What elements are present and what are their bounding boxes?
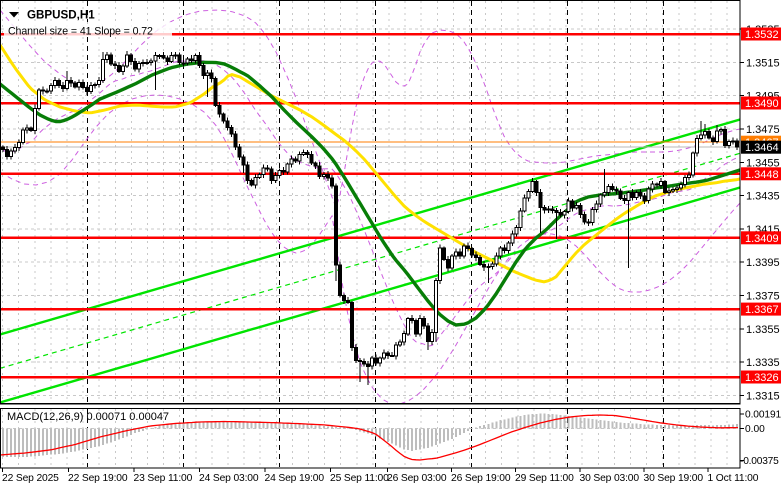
svg-text:1.3448: 1.3448 (745, 169, 779, 181)
svg-text:Channel size = 41 Slope = 0.72: Channel size = 41 Slope = 0.72 (8, 26, 153, 38)
svg-text:26 Sep 03:00: 26 Sep 03:00 (387, 473, 447, 484)
svg-text:23 Sep 11:00: 23 Sep 11:00 (134, 473, 193, 484)
svg-text:1.3409: 1.3409 (745, 233, 779, 245)
svg-text:GBPUSD,H1: GBPUSD,H1 (27, 9, 95, 22)
svg-text:1.3326: 1.3326 (745, 372, 779, 384)
svg-text:1.3375: 1.3375 (746, 291, 780, 303)
svg-text:1.3455: 1.3455 (746, 157, 780, 169)
svg-text:29 Sep 11:00: 29 Sep 11:00 (515, 473, 574, 484)
svg-text:22 Sep 19:00: 22 Sep 19:00 (68, 473, 128, 484)
svg-text:22 Sep 2025: 22 Sep 2025 (2, 473, 59, 484)
svg-text:24 Sep 19:00: 24 Sep 19:00 (265, 473, 325, 484)
svg-text:1.3355: 1.3355 (746, 324, 780, 336)
svg-text:1 Oct 11:00: 1 Oct 11:00 (708, 473, 759, 484)
svg-text:1.3435: 1.3435 (746, 191, 780, 203)
svg-text:26 Sep 19:00: 26 Sep 19:00 (451, 473, 511, 484)
svg-text:MACD(12,26,9) 0.00071 0.00047: MACD(12,26,9) 0.00071 0.00047 (7, 411, 169, 423)
svg-text:1.3464: 1.3464 (745, 142, 779, 154)
svg-text:30 Sep 03:00: 30 Sep 03:00 (580, 473, 640, 484)
svg-text:1.3335: 1.3335 (746, 357, 780, 369)
svg-text:1.3475: 1.3475 (746, 124, 780, 136)
svg-text:1.3490: 1.3490 (745, 98, 779, 110)
svg-text:0.00191: 0.00191 (745, 410, 781, 421)
svg-text:1.3532: 1.3532 (745, 29, 779, 41)
svg-text:25 Sep 11:00: 25 Sep 11:00 (330, 473, 389, 484)
svg-text:-0.00375: -0.00375 (740, 456, 779, 467)
svg-text:1.3515: 1.3515 (746, 57, 780, 69)
svg-text:30 Sep 19:00: 30 Sep 19:00 (644, 473, 704, 484)
svg-text:1.3367: 1.3367 (745, 304, 779, 316)
svg-text:0.00: 0.00 (745, 424, 765, 435)
svg-text:1.3395: 1.3395 (746, 257, 780, 269)
svg-text:24 Sep 03:00: 24 Sep 03:00 (199, 473, 259, 484)
svg-text:1.3315: 1.3315 (746, 390, 780, 402)
